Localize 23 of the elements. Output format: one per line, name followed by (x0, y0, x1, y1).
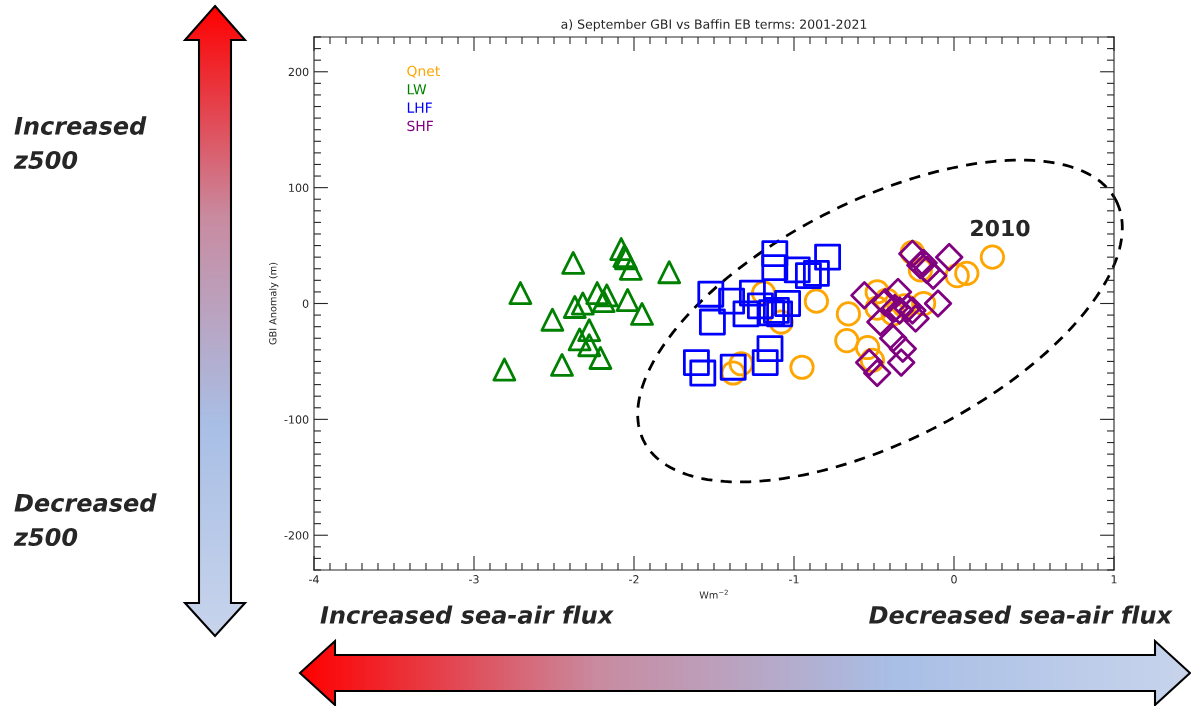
x-tick-label: -2 (629, 575, 639, 584)
x-axis-title: Wm$^{−2}$ (699, 589, 728, 599)
y-tick-label: 200 (288, 67, 309, 77)
x-tick-label: 0 (951, 575, 957, 584)
y-axis-title: GBI Anomaly (m) (268, 262, 279, 345)
y-tick-label: -100 (284, 415, 309, 424)
x-tick-label: -3 (469, 575, 479, 584)
text: LHF (407, 102, 432, 113)
y-tick-label: 100 (289, 183, 309, 193)
text: Increased z500 (13, 116, 147, 170)
x-tick-label: 1 (1111, 575, 1117, 584)
text: Increased sea-air flux (320, 605, 614, 624)
x-tick-label: -4 (309, 575, 319, 584)
text: Decreased sea-air flux (869, 605, 1173, 624)
y-tick-label: -200 (284, 531, 309, 540)
text: Decreased z500 (13, 493, 157, 547)
y-tick-label: 0 (302, 299, 309, 308)
text: Qnet (407, 65, 440, 78)
text: LW (407, 84, 427, 95)
x-tick-label: -1 (789, 575, 799, 584)
text: SHF (407, 120, 433, 132)
annotation: 2010 (971, 219, 1030, 237)
chart-title: a) September GBI vs Baffin EB terms: 2001-2021 (561, 19, 867, 32)
